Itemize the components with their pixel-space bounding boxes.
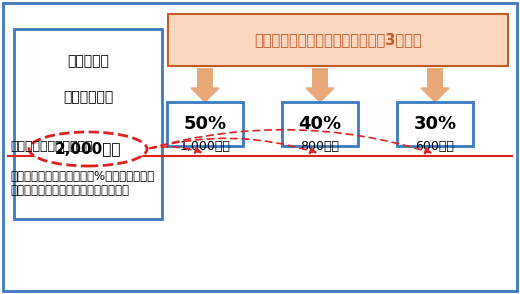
Text: 1,000万円: 1,000万円 xyxy=(179,139,230,153)
FancyBboxPatch shape xyxy=(3,3,517,291)
FancyBboxPatch shape xyxy=(282,102,358,146)
FancyBboxPatch shape xyxy=(14,29,162,219)
Polygon shape xyxy=(421,88,449,102)
Text: 居住用建物: 居住用建物 xyxy=(67,54,109,68)
FancyBboxPatch shape xyxy=(197,68,213,88)
Text: （火災保険の保険金額の何%を、地震保険の: （火災保険の保険金額の何%を、地震保険の xyxy=(10,170,154,183)
Text: 火災保険金額: 火災保険金額 xyxy=(63,90,113,104)
FancyBboxPatch shape xyxy=(312,68,328,88)
Text: 800万円: 800万円 xyxy=(301,139,340,153)
Text: 全損時の地震保険の金額: 全損時の地震保険の金額 xyxy=(10,139,93,153)
Text: 50%: 50% xyxy=(184,115,227,133)
Text: 30%: 30% xyxy=(413,115,457,133)
FancyBboxPatch shape xyxy=(397,102,473,146)
Text: 40%: 40% xyxy=(298,115,342,133)
Ellipse shape xyxy=(29,132,147,166)
Polygon shape xyxy=(191,88,219,102)
FancyBboxPatch shape xyxy=(168,14,508,66)
Text: 600万円: 600万円 xyxy=(415,139,454,153)
FancyBboxPatch shape xyxy=(167,102,243,146)
Polygon shape xyxy=(306,88,334,102)
Text: 保険金額の上限とするか設定する）: 保険金額の上限とするか設定する） xyxy=(10,183,129,196)
Text: 2,000万円: 2,000万円 xyxy=(55,141,121,156)
Text: 地震保険の保険金額の設定方法（3通り）: 地震保険の保険金額の設定方法（3通り） xyxy=(254,33,422,48)
FancyBboxPatch shape xyxy=(427,68,443,88)
